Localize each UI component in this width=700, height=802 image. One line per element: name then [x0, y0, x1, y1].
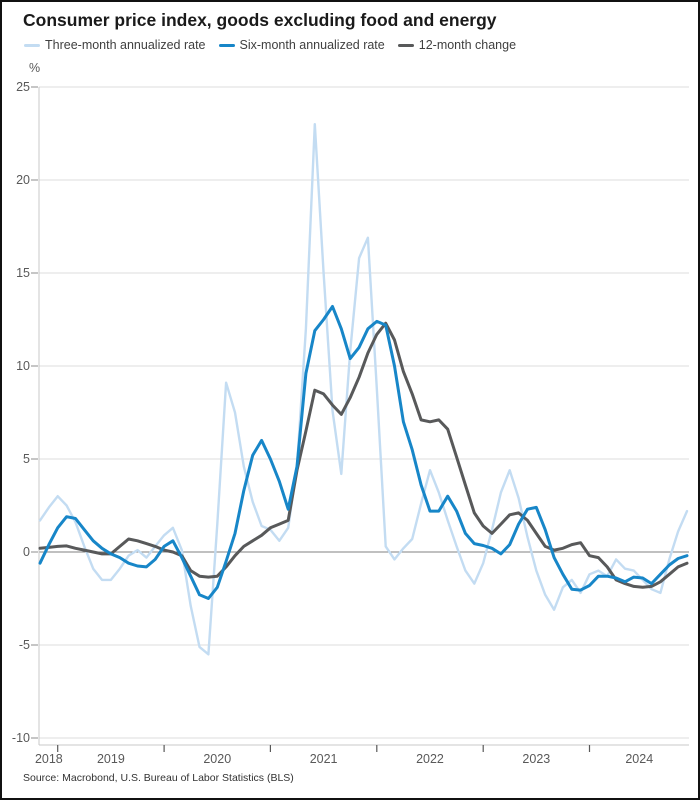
- chart-title: Consumer price index, goods excluding fo…: [23, 10, 497, 30]
- x-axis-year-label: 2021: [309, 752, 338, 766]
- x-axis-year-label: 2023: [522, 752, 551, 766]
- legend: Three-month annualized rate Six-month an…: [24, 38, 516, 52]
- x-axis-year-label: 2019: [96, 752, 125, 766]
- series-line-0: [38, 122, 689, 656]
- source-note: Source: Macrobond, U.S. Bureau of Labor …: [23, 772, 294, 784]
- legend-label: Three-month annualized rate: [45, 38, 206, 52]
- six-month-swatch-icon: [218, 43, 235, 47]
- three-month-swatch-icon: [24, 43, 40, 47]
- legend-item-three-month: Three-month annualized rate: [24, 38, 206, 52]
- y-axis-tick-label: 15: [16, 266, 30, 280]
- x-axis-year-label: 2024: [625, 752, 654, 766]
- y-axis-tick-label: 5: [23, 452, 30, 466]
- y-axis-tick-label: 20: [16, 173, 30, 187]
- y-axis-tick-label: 0: [23, 545, 30, 559]
- y-axis-tick-label: 10: [16, 359, 30, 373]
- y-axis-unit-label: %: [29, 61, 41, 75]
- legend-item-twelve-month: 12-month change: [397, 38, 517, 52]
- legend-label: 12-month change: [418, 38, 517, 52]
- x-axis-year-label: 2018: [34, 752, 63, 766]
- series-line-1: [38, 305, 689, 600]
- twelve-month-swatch-icon: [397, 43, 414, 47]
- x-axis-year-label: 2020: [203, 752, 232, 766]
- x-axis-year-label: 2022: [416, 752, 444, 766]
- y-axis-tick-label: -5: [18, 638, 30, 652]
- y-axis-tick-label: -10: [11, 731, 30, 745]
- legend-label: Six-month annualized rate: [239, 38, 385, 52]
- series-line-2: [38, 321, 689, 589]
- legend-item-six-month: Six-month annualized rate: [218, 38, 385, 52]
- y-axis-tick-label: 25: [16, 80, 30, 94]
